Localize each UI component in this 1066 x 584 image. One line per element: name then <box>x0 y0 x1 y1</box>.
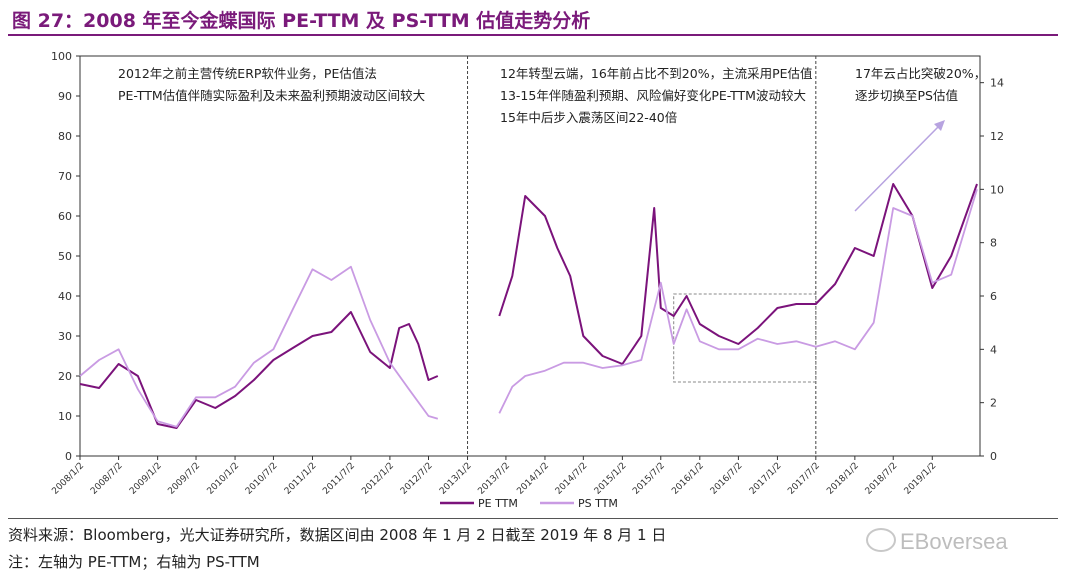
legend-ps-label: PS TTM <box>578 497 618 510</box>
source-note: 资料来源：Bloomberg，光大证券研究所，数据区间由 2008 年 1 月 … <box>8 526 667 544</box>
x-axis-tick-label: 2014/1/2 <box>515 461 551 497</box>
pe-ps-line-chart: 0 10 20 30 40 50 60 70 80 90 100 0 2 4 6 8 10 12 14 2008/1/… <box>50 50 1004 510</box>
annotation-text: 逐步切换至PS估值 <box>855 88 958 103</box>
pe-series-line <box>79 311 439 429</box>
right-axis-tick-label: 0 <box>990 450 997 463</box>
x-axis-tick-label: 2013/1/2 <box>438 461 474 497</box>
pe-series-line <box>498 183 978 365</box>
axis-note: 注：左轴为 PE-TTM；右轴为 PS-TTM <box>8 553 260 571</box>
x-axis-tick-label: 2015/1/2 <box>593 461 629 497</box>
annotation-text: 17年云占比突破20%， <box>855 66 986 81</box>
right-axis-tick-label: 10 <box>990 183 1004 196</box>
title-bar: 图 27：2008 年至今金蝶国际 PE-TTM 及 PS-TTM 估值走势分析 <box>8 0 1058 36</box>
legend-pe-label: PE TTM <box>478 497 518 510</box>
annotation-text: 12年转型云端，16年前占比不到20%，主流采用PE估值 <box>500 66 813 81</box>
left-axis-tick-label: 30 <box>58 330 72 343</box>
footer-divider <box>8 518 1058 519</box>
annotation-text: 2012年之前主营传统ERP软件业务，PE估值法 <box>118 66 377 81</box>
x-axis-tick-label: 2008/1/2 <box>50 461 86 497</box>
x-axis-tick-label: 2019/1/2 <box>903 461 939 497</box>
left-axis-tick-label: 40 <box>58 290 72 303</box>
annotation-text: 15年中后步入震荡区间22-40倍 <box>500 110 677 125</box>
right-axis-tick-label: 12 <box>990 130 1004 143</box>
left-axis-tick-label: 80 <box>58 130 72 143</box>
annotation-text: PE-TTM估值伴随实际盈利及未来盈利预期波动区间较大 <box>118 88 425 103</box>
wechat-icon <box>866 528 896 552</box>
x-axis-tick-label: 2015/7/2 <box>631 461 667 497</box>
chart-area: 0 10 20 30 40 50 60 70 80 90 100 0 2 4 6 8 10 12 14 2008/1/… <box>0 36 1066 518</box>
watermark: EBoversea <box>866 528 1008 555</box>
left-axis-tick-label: 0 <box>65 450 72 463</box>
x-axis-tick-label: 2009/7/2 <box>166 461 202 497</box>
x-axis-tick-label: 2010/7/2 <box>244 461 280 497</box>
right-axis-tick-label: 14 <box>990 77 1004 90</box>
left-axis-tick-label: 90 <box>58 90 72 103</box>
right-axis-tick-label: 2 <box>990 397 997 410</box>
x-axis-tick-label: 2016/1/2 <box>670 461 706 497</box>
left-axis-tick-label: 10 <box>58 410 72 423</box>
left-axis-tick-label: 20 <box>58 370 72 383</box>
x-axis-tick-label: 2016/7/2 <box>709 461 745 497</box>
x-axis-tick-label: 2011/1/2 <box>283 461 319 497</box>
x-axis-tick-label: 2012/7/2 <box>399 461 435 497</box>
ps-series-line <box>79 265 439 428</box>
figure-title: 图 27：2008 年至今金蝶国际 PE-TTM 及 PS-TTM 估值走势分析 <box>12 10 591 32</box>
x-axis-tick-label: 2012/1/2 <box>360 461 396 497</box>
x-axis-tick-label: 2013/7/2 <box>476 461 512 497</box>
annotation-text: 13-15年伴随盈利预期、风险偏好变化PE-TTM波动较大 <box>500 88 806 103</box>
range-box <box>673 293 817 383</box>
x-axis-tick-label: 2010/1/2 <box>206 461 242 497</box>
trend-arrow-shaft <box>854 124 941 212</box>
x-axis-tick-label: 2009/1/2 <box>128 461 164 497</box>
x-axis-tick-label: 2017/7/2 <box>786 461 822 497</box>
x-axis-tick-label: 2008/7/2 <box>89 461 125 497</box>
x-axis-tick-label: 2014/7/2 <box>554 461 590 497</box>
x-axis-tick-label: 2018/1/2 <box>825 461 861 497</box>
left-axis-tick-label: 70 <box>58 170 72 183</box>
x-axis-tick-label: 2017/1/2 <box>748 461 784 497</box>
left-axis-tick-label: 60 <box>58 210 72 223</box>
right-axis-tick-label: 4 <box>990 343 997 356</box>
x-axis-tick-label: 2011/7/2 <box>321 461 357 497</box>
left-axis-tick-label: 100 <box>51 50 72 63</box>
right-axis-tick-label: 8 <box>990 237 997 250</box>
trend-arrow-head <box>934 120 945 131</box>
x-axis-tick-label: 2018/7/2 <box>864 461 900 497</box>
right-axis-tick-label: 6 <box>990 290 997 303</box>
watermark-text: EBoversea <box>900 529 1008 554</box>
left-axis-tick-label: 50 <box>58 250 72 263</box>
ps-series-line <box>498 189 978 414</box>
